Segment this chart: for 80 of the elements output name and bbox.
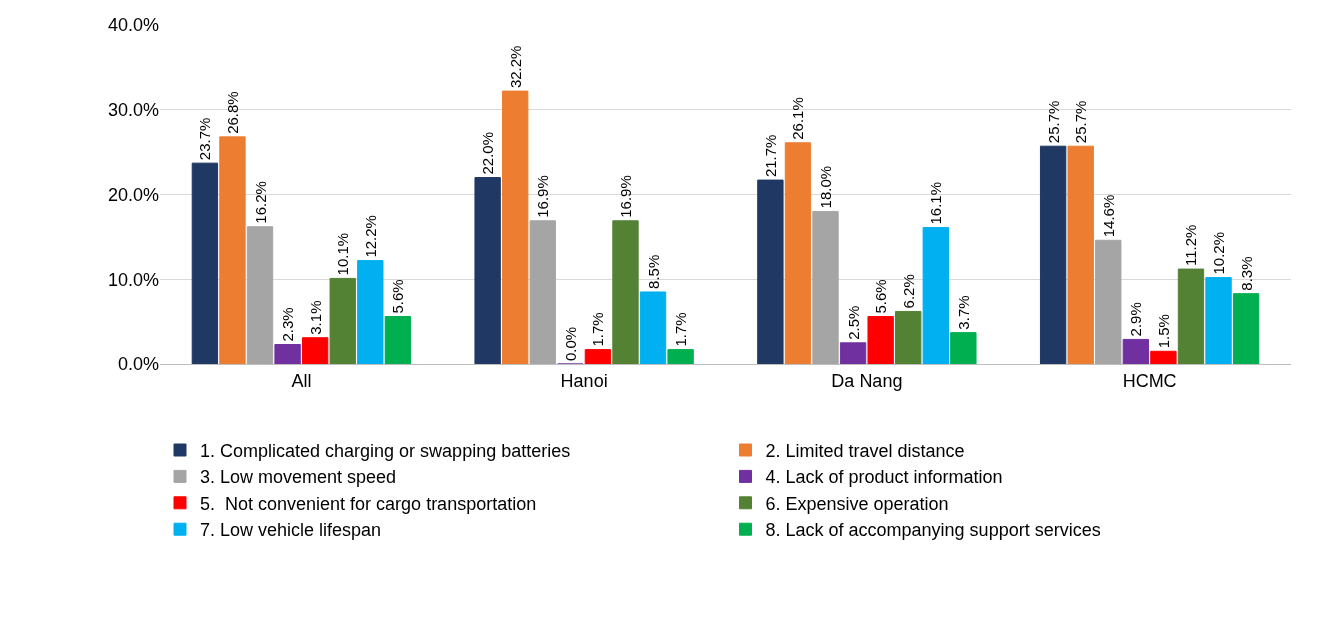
bar (895, 310, 922, 364)
data-label: 3.1% (306, 300, 324, 335)
data-label: 16.9% (534, 175, 552, 218)
x-tick-label: HCMC (1122, 370, 1177, 391)
y-tick-label: 0.0% (117, 354, 159, 375)
data-label: 16.9% (616, 175, 634, 218)
data-label: 32.2% (506, 45, 524, 89)
bar (329, 277, 356, 364)
data-label: 25.7% (1072, 100, 1090, 144)
bar (784, 142, 812, 364)
bar (191, 162, 219, 364)
bar (474, 177, 501, 364)
bar (219, 136, 246, 364)
legend-label: 7. Low vehicle lifespan (200, 520, 382, 541)
bar (639, 291, 667, 364)
data-label: 1.7% (672, 312, 690, 347)
bar (1177, 268, 1205, 364)
legend-label: 2. Limited travel distance (765, 441, 965, 462)
data-label: 3.7% (954, 295, 972, 330)
bar (839, 342, 867, 364)
bar (301, 337, 329, 364)
data-label: 21.7% (761, 134, 779, 178)
bar (584, 349, 612, 364)
data-label: 2.3% (279, 307, 297, 342)
data-label: 25.7% (1044, 100, 1062, 144)
data-label: 0.0% (561, 326, 579, 361)
data-label: 12.2% (361, 215, 379, 258)
data-label: 22.0% (479, 132, 497, 175)
y-tick-label: 30.0% (107, 100, 159, 121)
data-label: 1.7% (589, 312, 607, 347)
bar (502, 90, 529, 364)
bar (812, 210, 839, 364)
bar (1232, 293, 1260, 364)
bar (246, 226, 274, 364)
bar (922, 227, 949, 364)
data-label: 6.2% (899, 274, 917, 309)
data-label: 16.1% (927, 182, 945, 225)
data-label: 23.7% (196, 117, 214, 161)
data-label: 16.2% (251, 181, 269, 224)
y-tick-label: 10.0% (107, 269, 159, 290)
x-tick-label: Hanoi (560, 370, 608, 391)
bar (867, 316, 894, 364)
legend-label: 3. Low movement speed (200, 467, 397, 488)
bar (1067, 145, 1094, 364)
bar (1205, 277, 1232, 364)
data-label: 8.5% (644, 254, 662, 289)
bar (1150, 350, 1177, 364)
data-label: 5.6% (872, 279, 890, 314)
data-label: 5.6% (389, 279, 407, 314)
data-label: 8.3% (1237, 256, 1255, 291)
bar (667, 349, 694, 364)
legend-label: 1. Complicated charging or swapping batteries (200, 441, 571, 462)
data-label: 10.2% (1210, 232, 1228, 275)
legend-label: 5. Not convenient for cargo transportation (200, 493, 537, 514)
data-label: 2.9% (1127, 302, 1145, 337)
bar (357, 260, 384, 364)
data-label: 26.8% (223, 91, 241, 134)
legend-label: 8. Lack of accompanying support services (765, 520, 1101, 541)
data-label: 1.5% (1154, 314, 1172, 349)
x-tick-label: All (291, 370, 312, 391)
bar (274, 344, 301, 364)
legend-label: 4. Lack of product information (765, 467, 1003, 488)
bar (950, 332, 977, 364)
data-label: 18.0% (817, 165, 835, 209)
data-label: 10.1% (334, 232, 352, 276)
data-label: 26.1% (789, 97, 807, 140)
bar (529, 220, 556, 364)
y-tick-label: 40.0% (107, 15, 159, 36)
data-label: 14.6% (1099, 194, 1117, 238)
bar (384, 316, 412, 364)
bar (1122, 338, 1150, 364)
bar (757, 179, 784, 364)
bar (1039, 145, 1067, 364)
bar (1095, 239, 1122, 364)
y-tick-label: 20.0% (107, 184, 159, 205)
x-tick-label: Da Nang (831, 370, 903, 391)
data-label: 2.5% (844, 305, 862, 340)
legend-label: 6. Expensive operation (765, 493, 949, 514)
data-label: 11.2% (1182, 224, 1200, 267)
bar (612, 220, 639, 364)
